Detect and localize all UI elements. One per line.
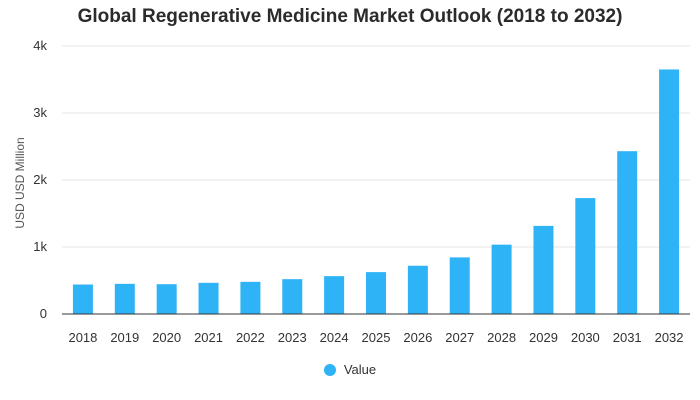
bar-2024[interactable]: [324, 276, 345, 314]
x-tick-label: 2022: [236, 330, 265, 345]
bar-2023[interactable]: [282, 279, 303, 314]
y-axis-ticks: 0 1k 2k 3k 4k: [33, 38, 47, 321]
x-tick-label: 2019: [110, 330, 139, 345]
bar-2019[interactable]: [114, 283, 135, 314]
x-tick-label: 2018: [68, 330, 97, 345]
x-tick-label: 2020: [152, 330, 181, 345]
x-tick-label: 2024: [320, 330, 349, 345]
bar-2028[interactable]: [491, 244, 512, 314]
bar-2032[interactable]: [659, 69, 680, 314]
legend-swatch: [323, 363, 336, 376]
bar-2018[interactable]: [72, 284, 93, 314]
y-tick-label: 4k: [33, 38, 47, 53]
bar-2029[interactable]: [533, 225, 554, 314]
bar-2020[interactable]: [156, 284, 177, 314]
bar-2027[interactable]: [449, 257, 470, 314]
bars: [72, 69, 680, 314]
legend-label: Value: [343, 362, 377, 377]
bar-2026[interactable]: [407, 265, 428, 314]
x-tick-label: 2030: [571, 330, 600, 345]
y-tick-label: 2k: [33, 172, 47, 187]
y-axis-label: USD USD Million: [13, 137, 27, 228]
y-tick-label: 1k: [33, 239, 47, 254]
y-tick-label: 3k: [33, 105, 47, 120]
x-tick-label: 2023: [278, 330, 307, 345]
bar-2022[interactable]: [240, 281, 261, 314]
x-tick-label: 2031: [613, 330, 642, 345]
y-tick-label: 0: [40, 306, 47, 321]
bar-2021[interactable]: [198, 282, 219, 314]
x-tick-label: 2025: [362, 330, 391, 345]
legend-item-value[interactable]: Value: [323, 362, 377, 377]
x-tick-label: 2027: [445, 330, 474, 345]
x-tick-label: 2029: [529, 330, 558, 345]
bar-2030[interactable]: [575, 198, 596, 314]
x-tick-label: 2021: [194, 330, 223, 345]
gridlines: [62, 45, 690, 248]
legend: Value: [0, 362, 700, 379]
x-tick-label: 2032: [655, 330, 684, 345]
x-tick-label: 2026: [403, 330, 432, 345]
x-tick-label: 2028: [487, 330, 516, 345]
bar-2025[interactable]: [366, 272, 386, 314]
x-axis-ticks: 2018 2019 2020 2021 2022 2023 2024 2025 2026 2027…: [68, 330, 683, 345]
chart-title: Global Regenerative Medicine Market Outl…: [77, 6, 623, 27]
bar-2031[interactable]: [617, 151, 638, 314]
